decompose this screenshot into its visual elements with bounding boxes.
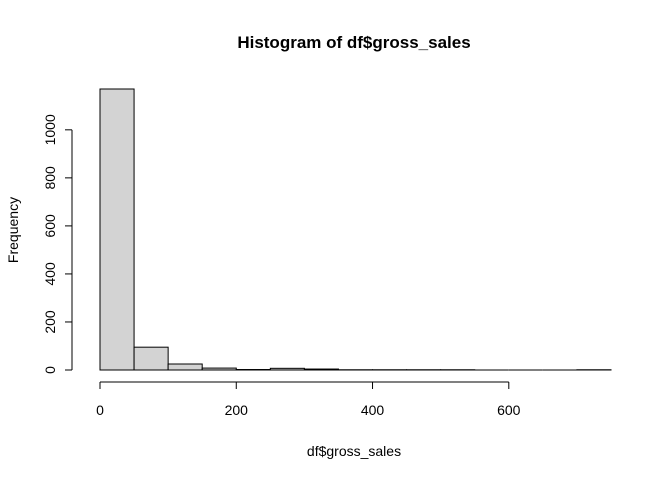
histogram-bar-6 [303,368,339,371]
histogram-bar-1 [133,346,169,371]
histogram-bar-2 [167,363,203,371]
x-tick-label-0: 0 [96,402,104,418]
x-tick-label-3: 600 [497,402,521,418]
y-tick-label-1: 200 [42,310,58,334]
y-tick-label-2: 400 [42,262,58,286]
y-tick-label-3: 600 [42,214,58,238]
x-tick-label-2: 400 [361,402,385,418]
histogram-bar-0 [99,88,135,371]
histogram-bar-3 [201,367,237,371]
y-tick-label-0: 0 [42,366,58,374]
x-axis: 0 200 400 600 [96,381,521,418]
y-axis-label: Frequency [5,197,21,263]
y-tick-label-5: 1000 [42,114,58,145]
bars-group [99,88,612,371]
histogram-bar-5 [269,367,305,371]
chart-title: Histogram of df$gross_sales [237,33,470,52]
x-axis-label: df$gross_sales [307,443,401,459]
y-axis: 0 200 400 600 800 1000 [42,114,73,374]
x-tick-label-1: 200 [225,402,249,418]
y-tick-label-4: 800 [42,166,58,190]
